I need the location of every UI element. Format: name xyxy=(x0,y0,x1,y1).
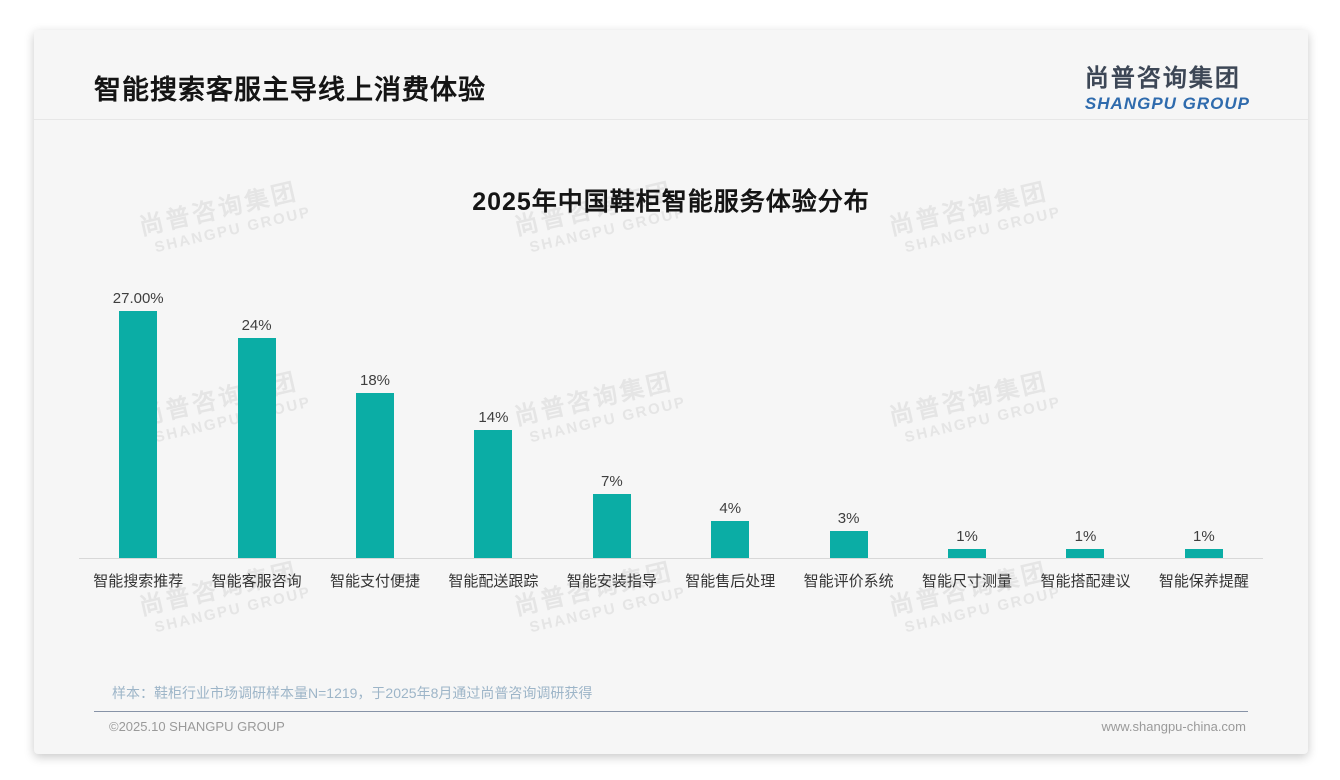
slide-card: 尚普咨询集团 SHANGPU GROUP 尚普咨询集团 SHANGPU GROUP 尚普… xyxy=(34,30,1308,754)
bar-value-label: 27.00% xyxy=(112,289,164,307)
footer-bottom-row: ©2025.10 SHANGPU GROUP www.shangpu-china… xyxy=(34,719,1308,734)
category-label: 智能客服咨询 xyxy=(211,573,302,590)
page-title: 智能搜索客服主导线上消费体验 xyxy=(94,75,486,105)
bar-column: 1% xyxy=(1026,528,1144,558)
bar-column: 27.00% xyxy=(79,290,197,558)
category-label: 智能评价系统 xyxy=(803,573,894,590)
category-label: 智能售后处理 xyxy=(685,573,776,590)
category-label: 智能配送跟踪 xyxy=(448,573,539,590)
category-label: 智能搭配建议 xyxy=(1040,573,1131,590)
bar xyxy=(119,310,158,558)
bar-column: 24% xyxy=(197,317,315,558)
logo-chinese-text: 尚普咨询集团 xyxy=(1084,65,1241,92)
watermark-english-text: SHANGPU GROUP xyxy=(527,583,688,637)
bar-column: 1% xyxy=(1145,528,1263,558)
bar xyxy=(356,393,395,558)
logo-english-text: SHANGPU GROUP xyxy=(1084,94,1250,113)
bar xyxy=(711,521,750,558)
bar-column: 18% xyxy=(316,372,434,558)
header: 智能搜索客服主导线上消费体验 尚普咨询集团 SHANGPU GROUP xyxy=(34,30,1308,120)
bar-value-label: 18% xyxy=(360,372,391,390)
bar-column: 1% xyxy=(908,528,1026,558)
company-logo: 尚普咨询集团 SHANGPU GROUP xyxy=(1085,58,1250,114)
bar-value-label: 7% xyxy=(600,472,623,490)
bar-value-label: 1% xyxy=(1074,527,1097,545)
footer-divider xyxy=(94,711,1248,712)
bar-column: 7% xyxy=(553,473,671,558)
watermark-english-text: SHANGPU GROUP xyxy=(902,583,1063,637)
category-label: 智能尺寸测量 xyxy=(922,573,1013,590)
bar-value-label: 1% xyxy=(1193,527,1215,545)
category-label: 智能保养提醒 xyxy=(1158,573,1249,590)
bar-value-label: 1% xyxy=(956,527,978,545)
watermark-english-text: SHANGPU GROUP xyxy=(152,583,313,637)
category-label: 智能安装指导 xyxy=(566,573,657,590)
bar-value-label: 4% xyxy=(719,500,742,518)
bar xyxy=(1184,548,1223,558)
bar-column: 3% xyxy=(789,510,907,558)
sample-note: 样本：鞋柜行业市场调研样本量N=1219，于2025年8月通过尚普咨询调研获得 xyxy=(112,685,593,701)
bar-value-label: 3% xyxy=(837,509,860,527)
website-url: www.shangpu-china.com xyxy=(1101,719,1246,734)
category-label: 智能搜索推荐 xyxy=(93,573,184,590)
bar xyxy=(829,530,868,558)
category-label: 智能支付便捷 xyxy=(330,573,421,590)
bar xyxy=(592,493,631,558)
bar xyxy=(474,429,513,558)
bar-value-label: 24% xyxy=(241,317,272,335)
bar xyxy=(1066,548,1105,558)
category-axis: 智能搜索推荐 智能客服咨询 智能支付便捷 智能配送跟踪 智能安装指导 智能售后处理 智能评价… xyxy=(79,559,1263,591)
bar-chart-plot-area: 27.00% 24% 18% 14% 7% 4% 3% 1% 1% 1% xyxy=(79,283,1263,559)
bar-value-label: 14% xyxy=(478,408,509,426)
bar-column: 4% xyxy=(671,500,789,558)
chart-title: 2025年中国鞋柜智能服务体验分布 xyxy=(472,188,870,216)
bar xyxy=(237,338,276,558)
bar-column: 14% xyxy=(434,409,552,558)
bar xyxy=(948,548,987,558)
copyright-text: ©2025.10 SHANGPU GROUP xyxy=(109,719,285,734)
